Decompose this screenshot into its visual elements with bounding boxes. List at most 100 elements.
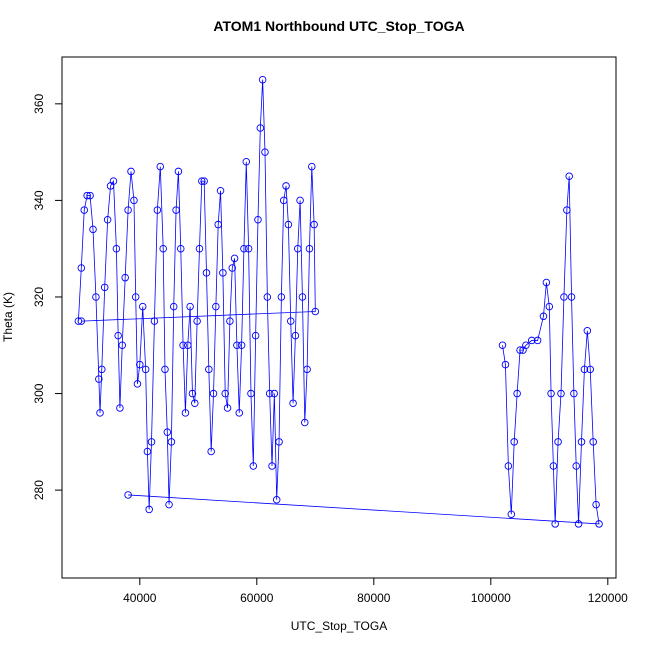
point [510,438,518,446]
point [202,269,211,277]
point [153,206,162,214]
point [301,418,309,427]
point [124,491,132,499]
point [296,196,304,205]
point [513,389,521,398]
point [272,496,281,504]
point [258,75,267,84]
x-tick-label: 40000 [123,591,157,605]
point [237,341,246,350]
point [174,167,183,176]
point [118,341,127,350]
point [223,404,232,412]
point [577,438,586,446]
point [177,244,185,253]
point [163,428,172,436]
x-axis-label: UTC_Stop_TOGA [291,619,387,633]
point [542,278,551,287]
point [230,254,239,263]
point [150,317,159,325]
point [303,365,311,374]
point [570,389,578,398]
point [289,399,297,407]
point [298,293,307,301]
series-line [77,79,600,525]
point [116,404,124,412]
point [130,196,138,205]
point [145,505,153,514]
point [567,293,576,301]
point [186,302,194,311]
point [268,462,276,470]
point [275,438,283,446]
point [172,206,180,214]
x-tick-label: 60000 [240,591,274,605]
point [251,331,260,340]
point [92,293,100,301]
point [580,365,589,374]
point [294,244,302,253]
point [308,162,316,171]
point [277,293,286,301]
point [143,447,152,456]
point [200,177,208,185]
point [141,365,150,374]
point [216,187,225,195]
point [221,389,229,398]
point [86,191,94,200]
point [235,409,244,417]
point [242,158,251,166]
point [89,225,97,234]
point [254,215,262,224]
point [191,399,199,407]
point [136,360,144,369]
point [184,341,192,350]
point [256,124,265,132]
point [228,264,236,272]
x-tick-label: 80000 [357,591,391,605]
point [583,327,592,335]
point [96,409,104,417]
point [284,220,293,229]
y-tick-label: 300 [32,383,46,403]
point [112,244,121,253]
point [261,148,269,156]
point [291,331,300,340]
chart-title: ATOM1 Northbound UTC_Stop_TOGA [213,18,464,34]
point [560,293,568,301]
point [195,244,204,253]
point [133,380,142,388]
point [138,302,147,311]
point [214,220,222,229]
point [516,346,524,354]
point [549,462,558,470]
point [563,206,571,214]
point [156,162,165,171]
point [249,462,258,470]
point [205,365,213,374]
x-tick-label: 100000 [471,591,511,605]
point [574,520,583,528]
point [528,336,536,345]
point [212,302,220,311]
point [507,510,516,519]
plot-box [61,56,617,579]
point [124,206,132,214]
point [74,317,83,325]
point [504,462,513,470]
point [592,500,600,509]
point [80,206,88,214]
y-tick-label: 280 [32,480,46,500]
point [95,375,103,383]
point [498,341,507,350]
point [233,341,241,350]
point [305,244,314,253]
point [198,177,206,185]
point [240,244,248,253]
point [100,283,109,292]
point [226,317,234,325]
point [165,500,173,509]
point [103,215,112,224]
point [207,447,215,456]
